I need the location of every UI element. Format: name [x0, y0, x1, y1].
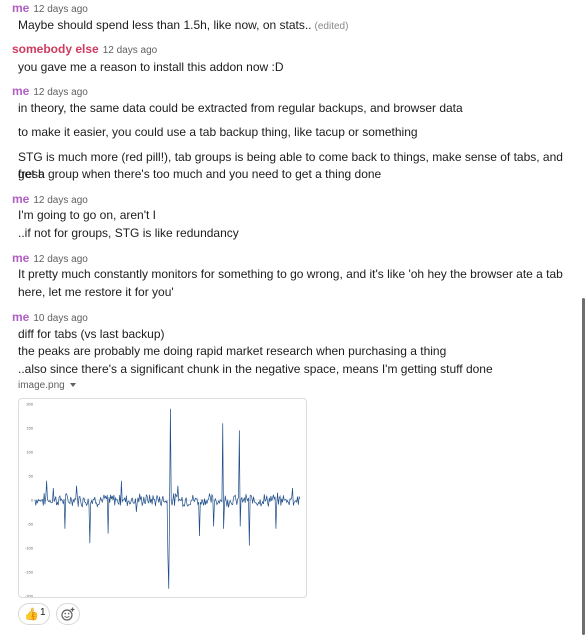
message-text: to make it easier, you could use a tab b…: [18, 125, 418, 139]
message-header: me 12 days ago: [12, 192, 88, 206]
message-text: I'm going to go on, aren't I: [18, 208, 156, 222]
author-name[interactable]: somebody else: [12, 42, 99, 56]
y-tick-label: 200: [26, 402, 33, 407]
edited-label: (edited): [314, 21, 349, 32]
add-emoji-icon: [61, 607, 75, 621]
y-tick-label: -200: [25, 594, 34, 598]
attachment-filename-label: image.png: [18, 380, 65, 391]
message-text: here, let me restore it for you': [18, 285, 174, 299]
y-tick-label: 100: [26, 450, 33, 455]
y-axis: 200 150 100 50 0 -50 -100 -150 -200: [25, 402, 34, 598]
timestamp[interactable]: 12 days ago: [33, 254, 88, 265]
message-line: Maybe should spend less than 1.5h, like …: [18, 18, 312, 32]
y-tick-label: 150: [26, 426, 33, 431]
message-text: fresh group when there's too much and yo…: [18, 167, 382, 181]
author-name[interactable]: me: [12, 1, 30, 15]
reaction-thumbs-up[interactable]: 👍 1: [18, 603, 50, 625]
series-line: [34, 408, 301, 589]
diff-chart: 200 150 100 50 0 -50 -100 -150 -200: [25, 402, 301, 598]
message-text: ..also since there's a significant chunk…: [18, 362, 493, 376]
reaction-count: 1: [40, 607, 46, 618]
timestamp[interactable]: 12 days ago: [33, 4, 88, 15]
message-text: Maybe should spend less than 1.5h, like …: [18, 17, 575, 35]
message-header: me 12 days ago: [12, 251, 88, 265]
message-text: It pretty much constantly monitors for s…: [18, 267, 563, 281]
y-tick-label: -150: [25, 570, 34, 575]
author-name[interactable]: me: [12, 84, 30, 98]
attachment-filename[interactable]: image.png: [18, 380, 76, 391]
message-text: the peaks are probably me doing rapid ma…: [18, 344, 447, 358]
add-reaction-button[interactable]: [56, 603, 80, 625]
author-name[interactable]: me: [12, 251, 30, 265]
image-attachment[interactable]: 200 150 100 50 0 -50 -100 -150 -200: [18, 398, 307, 598]
message-text: STG is much more (red pill!), tab groups…: [18, 150, 563, 181]
message-header: somebody else 12 days ago: [12, 42, 157, 56]
message-text: ..if not for groups, STG is like redunda…: [18, 226, 239, 240]
y-tick-label: -100: [25, 546, 34, 551]
message-text: in theory, the same data could be extrac…: [18, 101, 463, 115]
scrollbar[interactable]: [582, 298, 585, 635]
timestamp[interactable]: 12 days ago: [102, 45, 158, 56]
author-name[interactable]: me: [12, 192, 30, 206]
timestamp[interactable]: 12 days ago: [33, 195, 88, 206]
timestamp[interactable]: 12 days ago: [33, 87, 88, 98]
message-header: me 10 days ago: [12, 310, 88, 324]
y-tick-label: -50: [27, 522, 34, 527]
chevron-down-icon[interactable]: [69, 383, 76, 387]
timestamp[interactable]: 10 days ago: [33, 313, 88, 324]
author-name[interactable]: me: [12, 310, 30, 324]
y-tick-label: 0: [31, 498, 34, 503]
message-text: you gave me a reason to install this add…: [18, 60, 284, 74]
message-header: me 12 days ago: [12, 1, 88, 15]
message-header: me 12 days ago: [12, 84, 88, 98]
message-text: diff for tabs (vs last backup): [18, 327, 165, 341]
y-tick-label: 50: [29, 474, 34, 479]
thumbs-up-icon: 👍: [24, 607, 39, 621]
